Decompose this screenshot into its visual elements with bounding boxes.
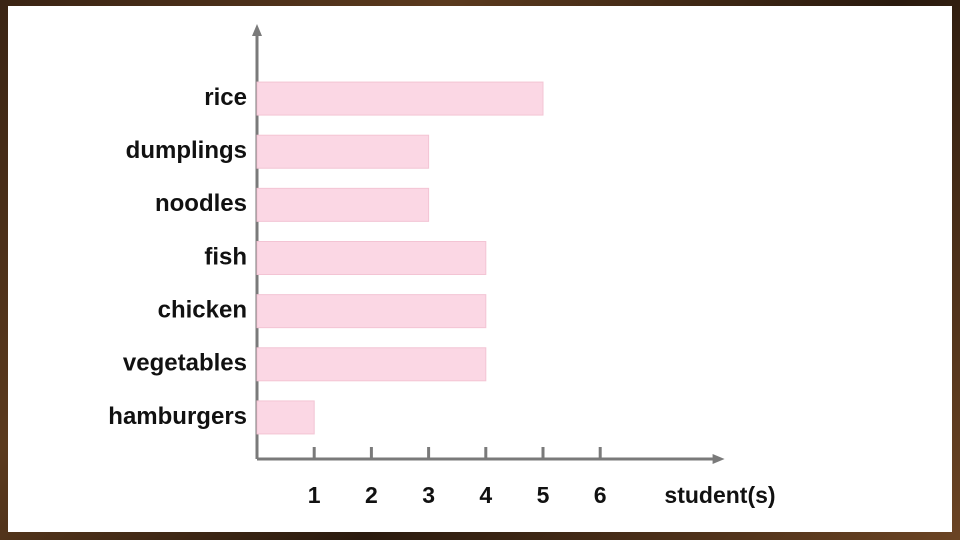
x-tick-label: 2 (365, 482, 378, 508)
y-tick-label: noodles (155, 190, 247, 217)
y-tick-label: vegetables (123, 350, 247, 377)
x-tick-label: 1 (308, 482, 321, 508)
y-tick-label: hamburgers (108, 403, 247, 430)
y-axis-arrow (252, 24, 262, 36)
bar (256, 134, 430, 169)
bar (256, 294, 487, 329)
x-tick-label: 6 (594, 482, 607, 508)
bar (256, 187, 430, 222)
x-axis-arrow (712, 454, 725, 464)
y-tick-label: chicken (158, 296, 247, 323)
bar (256, 241, 487, 275)
x-tick-label: 5 (537, 482, 550, 508)
y-tick-label: dumplings (126, 137, 247, 164)
y-tick-label: fish (204, 243, 247, 270)
x-axis-label: student(s) (664, 482, 775, 508)
bar (256, 81, 544, 116)
x-tick-label: 4 (479, 482, 492, 508)
y-tick-label: rice (204, 84, 247, 111)
bar (256, 347, 487, 382)
x-tick-label: 3 (422, 482, 435, 508)
bar (256, 400, 315, 435)
